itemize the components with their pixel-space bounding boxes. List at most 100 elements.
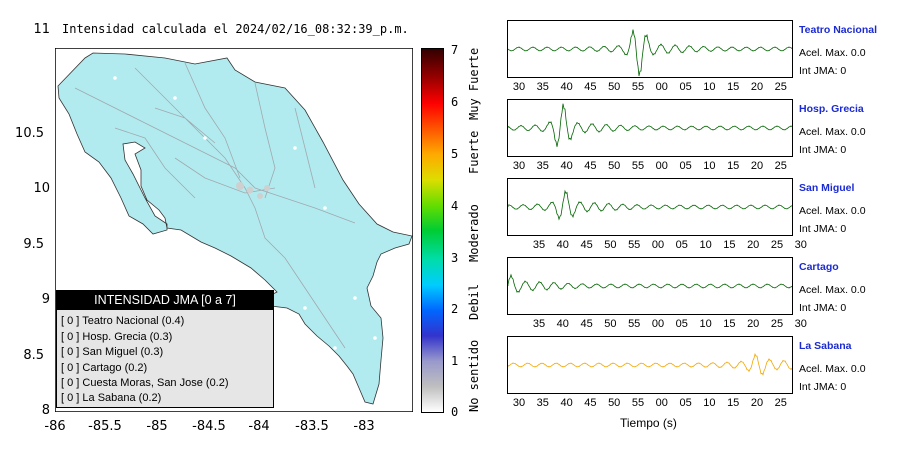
waveform-trace (507, 189, 793, 221)
time-tick: 50 (604, 318, 617, 330)
time-tick: 25 (774, 160, 787, 172)
time-tick: 05 (675, 318, 688, 330)
station-acel: Acel. Max. 0.0 (799, 363, 866, 375)
lat-tick: 8.5 (23, 348, 44, 363)
station-jma: Int JMA: 0 (799, 302, 847, 314)
lat-tick: 8 (41, 403, 50, 418)
time-tick: 40 (556, 318, 569, 330)
colorbar-tick: 7 (451, 43, 459, 57)
time-tick: 45 (584, 160, 597, 172)
time-tick: 55 (631, 397, 645, 409)
station-dots (113, 76, 377, 350)
colorbar-tick: 6 (451, 95, 459, 109)
time-tick: 20 (747, 239, 760, 251)
legend-title: INTENSIDAD JMA [0 a 7] (57, 291, 273, 310)
time-tick: 05 (679, 397, 692, 409)
time-tick: 45 (580, 318, 593, 330)
colorbar-label: Moderado (467, 204, 481, 262)
time-tick: 20 (750, 397, 764, 409)
station-jma: Int JMA: 0 (799, 144, 847, 156)
time-tick: 00 (651, 239, 665, 251)
time-tick: 50 (608, 81, 621, 93)
time-tick: 15 (723, 239, 736, 251)
time-tick: 55 (631, 81, 645, 93)
roads (74, 62, 356, 349)
station-name: Teatro Nacional (799, 24, 877, 36)
time-tick: 15 (727, 160, 740, 172)
colorbar-tick: 1 (451, 354, 459, 368)
time-tick: 25 (770, 239, 784, 251)
lon-tick: -83.5 (295, 419, 329, 434)
time-tick: 45 (584, 397, 597, 409)
colorbar-label: Debil (467, 283, 481, 320)
waveform-trace (507, 352, 793, 376)
waveform-panel (507, 336, 793, 394)
time-tick: 10 (703, 160, 716, 172)
time-tick: 35 (532, 239, 546, 251)
time-tick: 35 (536, 81, 549, 93)
time-tick: 05 (679, 81, 692, 93)
legend-row: [ 0 ] Cuesta Moras, San Jose (0.2) (61, 377, 229, 389)
lon-tick: -84 (248, 419, 270, 434)
time-tick: 40 (560, 81, 573, 93)
colorbar-tick: 4 (451, 199, 459, 213)
time-tick: 55 (628, 239, 641, 251)
lat-tick: 10 (33, 181, 50, 196)
time-tick: 55 (628, 318, 641, 330)
time-tick: 00 (651, 318, 665, 330)
time-tick: 10 (703, 397, 716, 409)
time-tick: 45 (584, 81, 597, 93)
time-tick: 50 (608, 160, 621, 172)
legend-row: [ 0 ] San Miguel (0.3) (61, 346, 164, 358)
station-acel: Acel. Max. 0.0 (799, 47, 866, 59)
lat-tick: 11 (33, 22, 50, 37)
legend-row: [ 0 ] Hosp. Grecia (0.3) (61, 331, 173, 343)
time-tick: 20 (750, 160, 764, 172)
colorbar-tick: 5 (451, 147, 459, 161)
time-tick: 35 (536, 397, 549, 409)
lat-tick: 10.5 (15, 126, 44, 141)
lon-tick: -83 (353, 419, 375, 434)
legend-row: [ 0 ] Teatro Nacional (0.4) (61, 315, 185, 327)
colorbar-label: Muy Fuerte (467, 47, 481, 120)
lon-tick: -85 (146, 419, 168, 434)
legend-row: [ 0 ] Cartago (0.2) (61, 362, 148, 374)
time-tick: 05 (675, 239, 688, 251)
time-tick: 10 (699, 318, 712, 330)
waveform-panel (507, 20, 793, 78)
lon-tick: -85.5 (88, 419, 122, 434)
time-tick: 00 (655, 397, 668, 409)
waveform-panel (507, 99, 793, 157)
station-jma: Int JMA: 0 (799, 65, 847, 77)
station-acel: Acel. Max. 0.0 (799, 126, 866, 138)
waveform-trace (507, 103, 793, 147)
time-tick: 30 (794, 318, 807, 330)
map-title: Intensidad calculada el 2024/02/16_08:32… (62, 22, 409, 36)
time-tick: 35 (536, 160, 549, 172)
time-tick: 50 (608, 397, 621, 409)
time-tick: 20 (747, 318, 760, 330)
legend-row: [ 0 ] La Sabana (0.2) (61, 392, 162, 404)
time-tick: 30 (512, 397, 526, 409)
waveform-trace (507, 29, 793, 77)
time-tick: 00 (655, 81, 668, 93)
colorbar-tick: 0 (451, 405, 459, 419)
time-tick: 40 (556, 239, 569, 251)
intensity-colorbar (421, 48, 444, 413)
station-name: San Miguel (799, 182, 855, 194)
station-name: La Sabana (799, 340, 852, 352)
time-tick: 20 (750, 81, 764, 93)
time-tick: 05 (679, 160, 692, 172)
time-tick: 40 (560, 397, 573, 409)
time-tick: 30 (512, 160, 526, 172)
colorbar-tick: 3 (451, 251, 459, 265)
time-tick: 10 (699, 239, 712, 251)
time-tick: 30 (794, 239, 807, 251)
time-tick: 10 (703, 81, 716, 93)
x-axis-label: Tiempo (s) (620, 416, 677, 430)
intensity-legend: INTENSIDAD JMA [0 a 7] [ 0 ] Teatro Naci… (56, 290, 274, 408)
station-acel: Acel. Max. 0.0 (799, 284, 866, 296)
time-tick: 15 (727, 397, 740, 409)
lat-tick: 9 (41, 292, 50, 307)
station-name: Cartago (799, 261, 839, 273)
